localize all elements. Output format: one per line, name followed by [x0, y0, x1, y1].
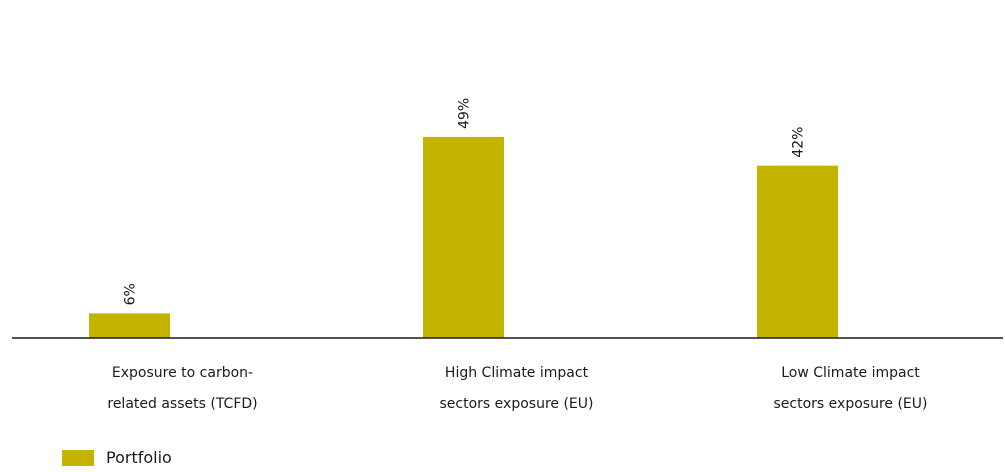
- category-label-2-line-1: sectors exposure (EU): [774, 396, 928, 412]
- category-label-2-line-0: Low Climate impact: [781, 365, 920, 381]
- bars-layer: [89, 136, 838, 338]
- bar-0: [89, 313, 170, 338]
- value-label-1: 49%: [457, 98, 473, 129]
- legend-label-portfolio: Portfolio: [106, 448, 172, 467]
- category-label-0-line-0: Exposure to carbon-: [112, 365, 253, 381]
- value-label-0: 6%: [123, 283, 139, 305]
- category-label-1-line-1: sectors exposure (EU): [440, 396, 594, 412]
- category-label-1-line-0: High Climate impact: [445, 365, 589, 381]
- value-label-2: 42%: [791, 127, 807, 158]
- value-labels-layer: 6% 49% 42%: [123, 98, 807, 306]
- bar-1: [423, 136, 504, 338]
- bar-2: [757, 165, 838, 338]
- category-label-0-line-1: related assets (TCFD): [107, 396, 257, 412]
- legend-swatch-portfolio: [62, 450, 94, 466]
- category-labels-layer: Exposure to carbon-related assets (TCFD)…: [107, 365, 927, 412]
- legend: Portfolio: [62, 450, 172, 466]
